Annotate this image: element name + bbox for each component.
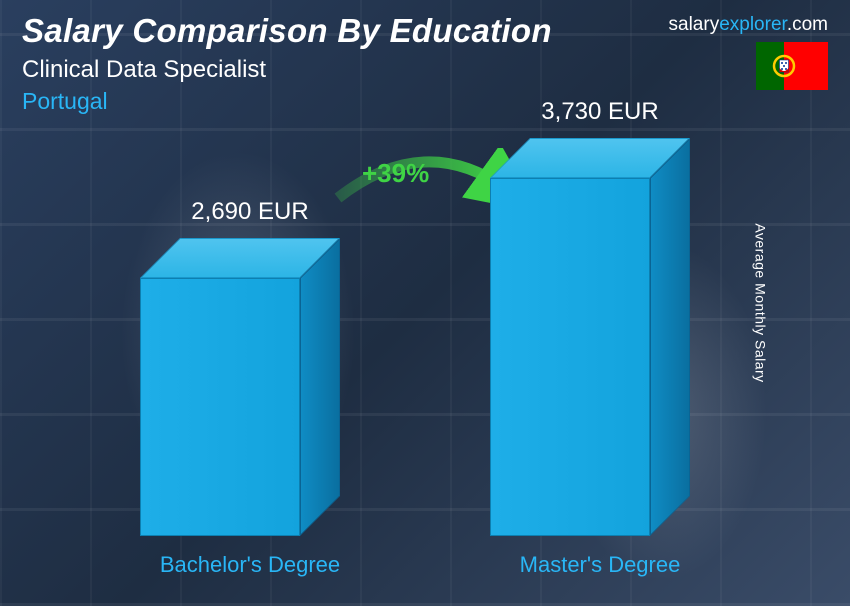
bar-chart: 2,690 EUR Bachelor's Degree 3,730 EUR Ma… (60, 150, 790, 576)
portugal-flag-icon (756, 42, 828, 90)
brand-mid: explorer (719, 14, 787, 35)
bar-label-bachelors: Bachelor's Degree (130, 552, 370, 578)
bar-value-masters: 3,730 EUR (480, 98, 720, 126)
brand-suffix: .com (787, 14, 828, 35)
job-title: Clinical Data Specialist (22, 56, 828, 84)
brand-logo: salaryexplorer.com (669, 14, 828, 36)
brand-prefix: salary (669, 14, 720, 35)
bar-value-bachelors: 2,690 EUR (130, 198, 370, 226)
bar-label-masters: Master's Degree (480, 552, 720, 578)
